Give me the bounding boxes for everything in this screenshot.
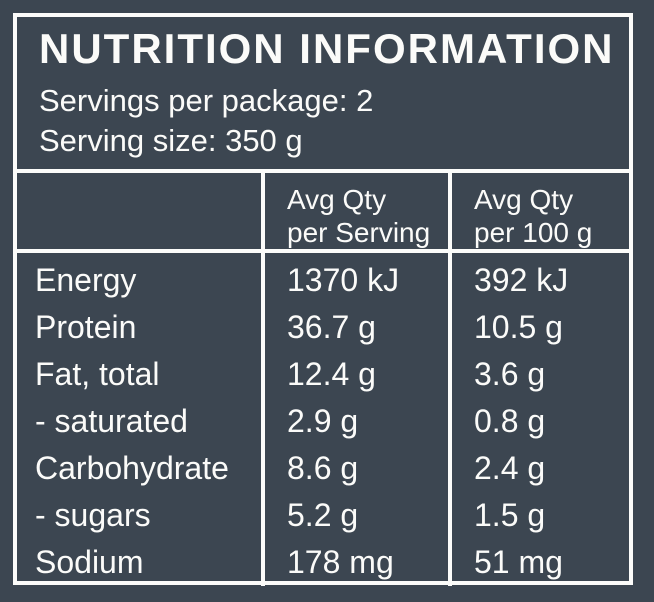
table-row-energy: Energy 1370 kJ 392 kJ <box>17 251 629 304</box>
per-serving-value: 12.4 g <box>261 351 450 398</box>
table-row-sodium: Sodium 178 mg 51 mg <box>17 539 629 586</box>
label-header-section: NUTRITION INFORMATION Servings per packa… <box>17 17 629 173</box>
nutrient-label: - sugars <box>35 497 151 533</box>
per-serving-value: 36.7 g <box>261 304 450 351</box>
table-row-carbohydrate: Carbohydrate 8.6 g 2.4 g <box>17 445 629 492</box>
table-row-sugars: - sugars 5.2 g 1.5 g <box>17 492 629 539</box>
header-avg-qty-per-serving: Avg Qty per Serving <box>261 173 450 253</box>
table-row-protein: Protein 36.7 g 10.5 g <box>17 304 629 351</box>
nutrition-information-panel: NUTRITION INFORMATION Servings per packa… <box>13 13 633 586</box>
per-serving-value: 178 mg <box>261 539 450 586</box>
per-serving-value: 8.6 g <box>261 445 450 492</box>
per-100g-value: 51 mg <box>448 539 629 586</box>
per-100g-value: 3.6 g <box>448 351 629 398</box>
serving-size-line: Serving size: 350 g <box>39 123 303 158</box>
header-per-100g-line1: Avg Qty <box>474 184 574 215</box>
per-serving-value: 2.9 g <box>261 398 450 445</box>
nutrient-label: Protein <box>35 309 137 345</box>
per-100g-value: 2.4 g <box>448 445 629 492</box>
per-100g-value: 0.8 g <box>448 398 629 445</box>
nutrient-label: Energy <box>35 262 137 298</box>
nutrient-label: Fat, total <box>35 356 160 392</box>
nutrient-label: Sodium <box>35 544 144 580</box>
table-header-row: Avg Qty per Serving Avg Qty per 100 g <box>17 173 629 253</box>
per-serving-value: 1370 kJ <box>261 251 450 304</box>
header-avg-qty-per-100g: Avg Qty per 100 g <box>448 173 629 253</box>
panel-title: NUTRITION INFORMATION <box>39 25 615 72</box>
nutrient-label: - saturated <box>35 403 188 439</box>
header-nutrient <box>17 173 263 253</box>
nutrition-table: Avg Qty per Serving Avg Qty per 100 g En… <box>17 173 629 586</box>
servings-per-package-line: Servings per package: 2 <box>39 83 374 118</box>
per-100g-value: 10.5 g <box>448 304 629 351</box>
nutrient-label: Carbohydrate <box>35 450 229 486</box>
per-100g-value: 392 kJ <box>448 251 629 304</box>
table-row-saturated: - saturated 2.9 g 0.8 g <box>17 398 629 445</box>
header-per-serving-line1: Avg Qty <box>287 184 387 215</box>
per-100g-value: 1.5 g <box>448 492 629 539</box>
per-serving-value: 5.2 g <box>261 492 450 539</box>
header-per-100g-line2: per 100 g <box>474 217 593 248</box>
table-row-fat-total: Fat, total 12.4 g 3.6 g <box>17 351 629 398</box>
header-per-serving-line2: per Serving <box>287 217 431 248</box>
